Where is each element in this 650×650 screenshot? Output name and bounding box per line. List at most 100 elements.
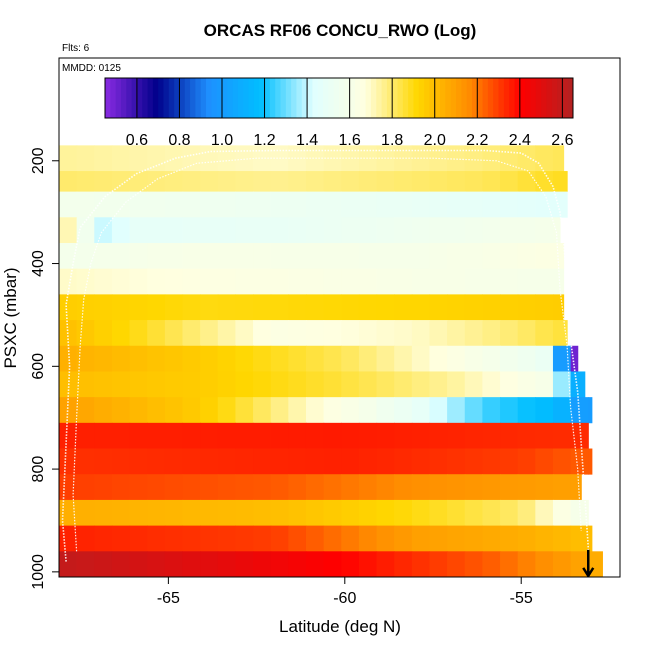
colorbar-swatch bbox=[541, 78, 547, 118]
colorbar-tick-label: 2.0 bbox=[424, 132, 446, 149]
colorbar-swatch bbox=[259, 78, 266, 118]
heatmap-cell bbox=[253, 191, 272, 218]
heatmap-cell bbox=[323, 397, 342, 424]
heatmap-cell bbox=[147, 371, 166, 398]
colorbar-swatch bbox=[498, 78, 505, 118]
heatmap-cell bbox=[517, 345, 536, 372]
heatmap-cell bbox=[217, 551, 237, 577]
colorbar-swatch bbox=[557, 78, 563, 118]
colorbar-swatch bbox=[509, 78, 515, 118]
heatmap-cell bbox=[535, 242, 554, 270]
chart-title: ORCAS RF06 CONCU_RWO (Log) bbox=[204, 21, 477, 40]
heatmap-cell bbox=[358, 525, 378, 552]
heatmap-cell bbox=[182, 551, 201, 577]
heatmap-cell bbox=[235, 499, 254, 527]
heatmap-cell bbox=[76, 268, 95, 295]
heatmap-cell bbox=[129, 191, 148, 218]
heatmap-cell bbox=[270, 320, 289, 347]
heatmap-cell bbox=[429, 217, 448, 244]
heatmap-cell bbox=[394, 294, 413, 321]
heatmap-cell bbox=[59, 397, 78, 424]
heatmap-cell bbox=[464, 551, 483, 577]
heatmap-cell bbox=[270, 397, 289, 424]
heatmap-cell bbox=[552, 474, 572, 501]
heatmap-cell bbox=[305, 268, 325, 295]
heatmap-cell bbox=[358, 242, 378, 270]
heatmap-cell bbox=[323, 320, 342, 347]
heatmap-cell bbox=[394, 371, 413, 398]
heatmap-cell bbox=[535, 397, 554, 424]
heatmap-cell bbox=[270, 171, 289, 192]
heatmap-cell bbox=[59, 217, 78, 244]
heatmap-cell bbox=[482, 171, 501, 192]
heatmap-cell bbox=[500, 171, 519, 192]
heatmap-cell bbox=[447, 145, 466, 172]
heatmap-cell bbox=[200, 474, 219, 501]
heatmap-cell bbox=[323, 145, 342, 172]
x-tick-label: -55 bbox=[510, 590, 533, 607]
heatmap-cell bbox=[94, 191, 113, 218]
heatmap-cell bbox=[500, 242, 519, 270]
heatmap-cell bbox=[376, 525, 395, 552]
heatmap-cell bbox=[288, 422, 307, 449]
heatmap-cell bbox=[552, 448, 572, 475]
heatmap-cell bbox=[147, 268, 166, 295]
heatmap-cell bbox=[288, 371, 307, 398]
heatmap-cell bbox=[358, 499, 378, 527]
heatmap-cell bbox=[535, 371, 554, 398]
heatmap-cell bbox=[464, 371, 483, 398]
heatmap-cell bbox=[464, 448, 483, 475]
heatmap-cell bbox=[217, 171, 237, 192]
heatmap-cell bbox=[323, 474, 342, 501]
heatmap-cell bbox=[253, 242, 272, 270]
heatmap-cell bbox=[394, 242, 413, 270]
colorbar-swatch bbox=[365, 78, 372, 118]
heatmap-cell bbox=[305, 499, 325, 527]
heatmap-cell bbox=[59, 551, 78, 577]
heatmap-cell bbox=[217, 345, 237, 372]
heatmap-cell bbox=[182, 397, 201, 424]
heatmap-cell bbox=[323, 551, 342, 577]
heatmap-cell bbox=[182, 171, 201, 192]
heatmap-cell bbox=[200, 320, 219, 347]
heatmap-cell bbox=[129, 217, 148, 244]
heatmap-cell bbox=[500, 217, 519, 244]
heatmap-cell bbox=[341, 448, 360, 475]
heatmap-cell bbox=[411, 422, 431, 449]
heatmap-cell bbox=[164, 320, 184, 347]
colorbar-swatch bbox=[253, 78, 260, 118]
heatmap-cell bbox=[305, 171, 325, 192]
heatmap-cell bbox=[305, 525, 325, 552]
colorbar-swatch bbox=[179, 78, 186, 118]
heatmap-cell bbox=[535, 525, 554, 552]
colorbar-swatch bbox=[402, 78, 409, 118]
heatmap-cell bbox=[76, 422, 95, 449]
heatmap-cell bbox=[570, 474, 582, 501]
heatmap-cell bbox=[182, 268, 201, 295]
colorbar-swatch bbox=[514, 78, 521, 118]
colorbar-swatch bbox=[354, 78, 361, 118]
heatmap-cell bbox=[270, 294, 289, 321]
heatmap-cell bbox=[200, 217, 219, 244]
heatmap-cell bbox=[429, 171, 448, 192]
heatmap-cell bbox=[147, 474, 166, 501]
colorbar-tick-label: 1.2 bbox=[253, 132, 275, 149]
heatmap-cell bbox=[341, 294, 360, 321]
heatmap-cell bbox=[500, 499, 519, 527]
flights-label: Flts: 6 bbox=[62, 43, 90, 54]
heatmap-cell bbox=[535, 422, 554, 449]
colorbar-frame bbox=[104, 77, 574, 119]
heatmap-cell bbox=[200, 171, 219, 192]
heatmap-cell bbox=[411, 191, 431, 218]
heatmap-cell bbox=[59, 422, 78, 449]
flight-track-line bbox=[72, 157, 582, 552]
heatmap-cell bbox=[270, 191, 289, 218]
heatmap-cell bbox=[111, 191, 131, 218]
heatmap-cell bbox=[552, 551, 572, 577]
heatmap-cell bbox=[358, 422, 378, 449]
heatmap-cell bbox=[129, 397, 148, 424]
heatmap-cell bbox=[59, 448, 78, 475]
heatmap-cell bbox=[94, 397, 113, 424]
heatmap-cell bbox=[482, 499, 501, 527]
heatmap-cell bbox=[200, 294, 219, 321]
